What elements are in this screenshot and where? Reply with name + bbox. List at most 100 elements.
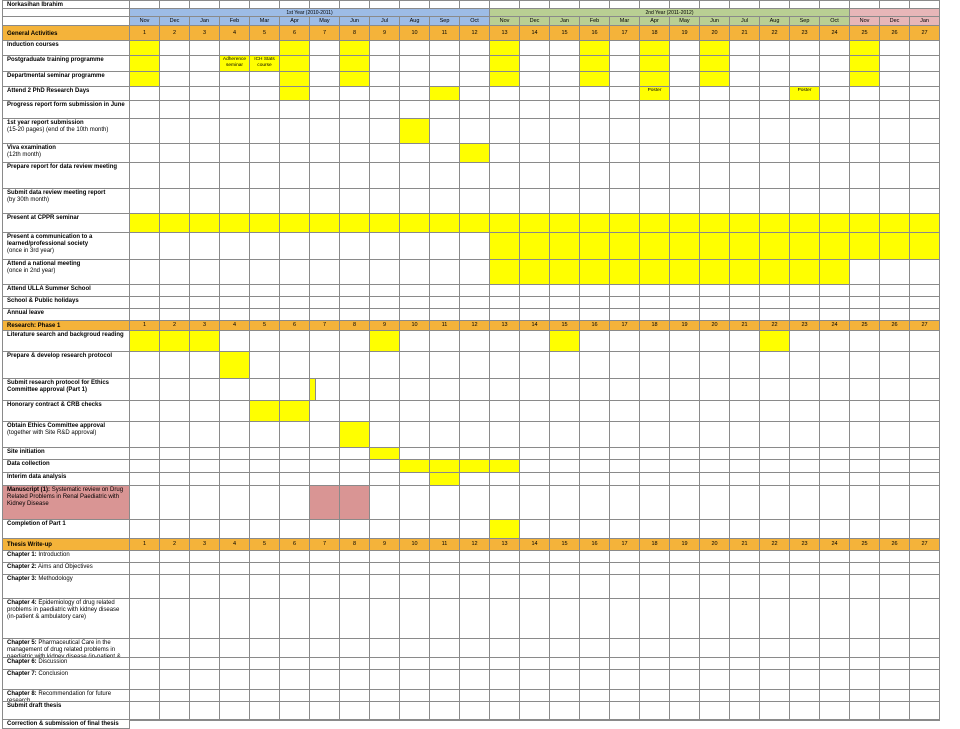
month-cell — [580, 448, 610, 460]
month-cell — [820, 401, 850, 422]
month-cell — [700, 144, 730, 163]
month-number: 4 — [220, 26, 250, 41]
month-cell — [160, 87, 190, 101]
month-cell — [850, 352, 880, 379]
month-cell — [910, 448, 940, 460]
month-cell — [730, 422, 760, 448]
month-cell — [820, 575, 850, 599]
month-cell — [160, 144, 190, 163]
activity-bar — [580, 260, 610, 285]
activity-bar — [730, 260, 760, 285]
empty-cell — [880, 0, 910, 9]
month-cell — [850, 379, 880, 401]
month-cell — [640, 520, 670, 539]
month-cell — [340, 670, 370, 690]
month-cell — [580, 563, 610, 575]
month-cell — [520, 41, 550, 56]
month-cell — [130, 460, 160, 473]
month-cell — [160, 379, 190, 401]
month-cell — [820, 448, 850, 460]
month-cell — [670, 41, 700, 56]
empty-cell — [760, 0, 790, 9]
month-cell — [430, 163, 460, 189]
month-cell — [550, 41, 580, 56]
month-cell — [310, 448, 340, 460]
month-cell — [340, 520, 370, 539]
month-cell — [760, 460, 790, 473]
empty-cell — [220, 0, 250, 9]
month-cell — [790, 189, 820, 214]
month-cell — [820, 297, 850, 309]
month-cell — [250, 309, 280, 321]
month-cell — [430, 658, 460, 670]
activity-bar — [880, 214, 910, 233]
month-number: 20 — [700, 539, 730, 551]
month-cell — [370, 486, 400, 520]
activity-bar — [430, 214, 460, 233]
month-cell — [730, 163, 760, 189]
task-detail: Systematic review on Drug Related Proble… — [7, 487, 124, 507]
month-cell — [760, 401, 790, 422]
month-cell — [400, 144, 430, 163]
month-cell — [400, 379, 430, 401]
month-cell — [640, 448, 670, 460]
month-cell — [160, 690, 190, 702]
month-cell — [130, 473, 160, 486]
month-cell — [700, 189, 730, 214]
task-detail: Aims and Objectives — [38, 564, 93, 570]
month-number: 5 — [250, 539, 280, 551]
task-label: Chapter 5: Pharmaceutical Care in the ma… — [2, 639, 130, 658]
month-cell — [400, 670, 430, 690]
month-cell — [790, 285, 820, 297]
month-cell — [700, 331, 730, 352]
task-detail: (15-20 pages) (end of the 10th month) — [7, 127, 109, 133]
month-cell — [460, 563, 490, 575]
month-cell — [910, 189, 940, 214]
month-number: 21 — [730, 321, 760, 331]
activity-bar — [250, 401, 280, 422]
month-cell — [460, 448, 490, 460]
month-cell — [430, 551, 460, 563]
month-cell — [130, 486, 160, 520]
month-number: 18 — [640, 321, 670, 331]
month-number: 15 — [550, 321, 580, 331]
month-cell — [820, 639, 850, 658]
activity-bar — [700, 214, 730, 233]
task-name: Prepare report for data review meeting — [7, 164, 118, 170]
month-header: Nov — [490, 17, 520, 26]
month-cell — [370, 599, 400, 639]
month-cell — [460, 473, 490, 486]
month-number: 16 — [580, 539, 610, 551]
month-cell — [580, 285, 610, 297]
month-cell — [310, 331, 340, 352]
task-label: Submit research protocol for Ethics Comm… — [2, 379, 130, 401]
month-cell — [400, 575, 430, 599]
month-cell — [850, 260, 880, 285]
month-cell — [220, 702, 250, 720]
month-cell — [520, 297, 550, 309]
month-cell — [520, 379, 550, 401]
month-cell — [550, 309, 580, 321]
month-number: 24 — [820, 321, 850, 331]
month-cell — [250, 690, 280, 702]
month-cell — [460, 72, 490, 87]
empty-cell — [490, 0, 520, 9]
activity-bar — [760, 331, 790, 352]
month-cell — [160, 352, 190, 379]
month-cell — [640, 670, 670, 690]
month-cell — [730, 119, 760, 144]
month-number: 11 — [430, 539, 460, 551]
task-detail: (12th month) — [7, 152, 42, 158]
month-cell — [730, 352, 760, 379]
month-cell — [610, 639, 640, 658]
month-cell — [430, 670, 460, 690]
month-cell — [610, 189, 640, 214]
month-cell — [550, 352, 580, 379]
month-cell — [700, 401, 730, 422]
task-label: Honorary contract & CRB checks — [2, 401, 130, 422]
month-number: 22 — [760, 321, 790, 331]
month-cell — [820, 520, 850, 539]
activity-bar — [550, 331, 580, 352]
month-cell — [310, 690, 340, 702]
month-number: 25 — [850, 26, 880, 41]
